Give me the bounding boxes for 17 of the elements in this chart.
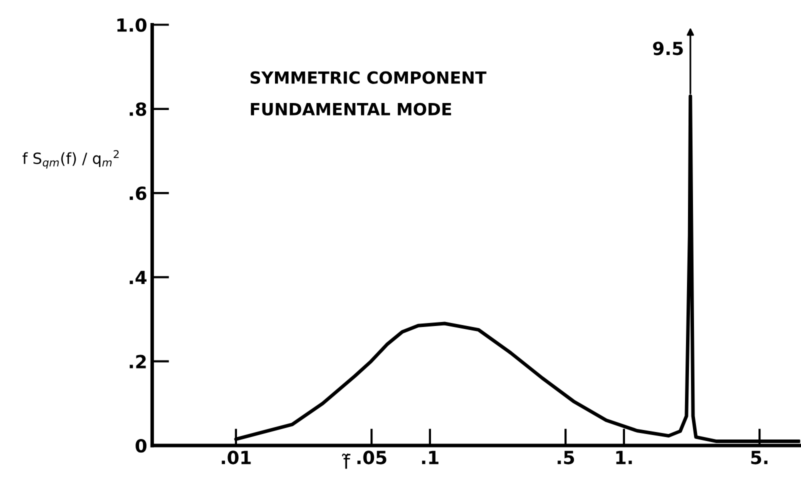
y-tick-label: .2 — [130, 354, 146, 368]
y-tick-label: .6 — [130, 186, 146, 200]
annotation: FUNDAMENTAL MODE — [250, 102, 452, 116]
x-axis-title: f̃ — [342, 454, 350, 469]
x-tick-label: 1. — [616, 450, 632, 464]
x-tick-label: .5 — [558, 450, 574, 464]
y-tick-label: .4 — [130, 270, 146, 284]
y-axis-title: f S$_{qm}$(f) / q$_{m}$$^{2}$ — [22, 150, 119, 169]
x-tick-label: .05 — [357, 450, 386, 464]
x-tick-label: .01 — [222, 450, 251, 464]
x-tick-label: .1 — [422, 450, 438, 464]
annotation: 9.5 — [653, 42, 683, 56]
y-tick-label: .8 — [130, 102, 146, 116]
x-tick-label: 5. — [751, 450, 768, 464]
annotation: SYMMETRIC COMPONENT — [250, 71, 486, 84]
y-tick-label: 0 — [136, 438, 146, 453]
y-tick-label: 1.0 — [117, 18, 146, 32]
